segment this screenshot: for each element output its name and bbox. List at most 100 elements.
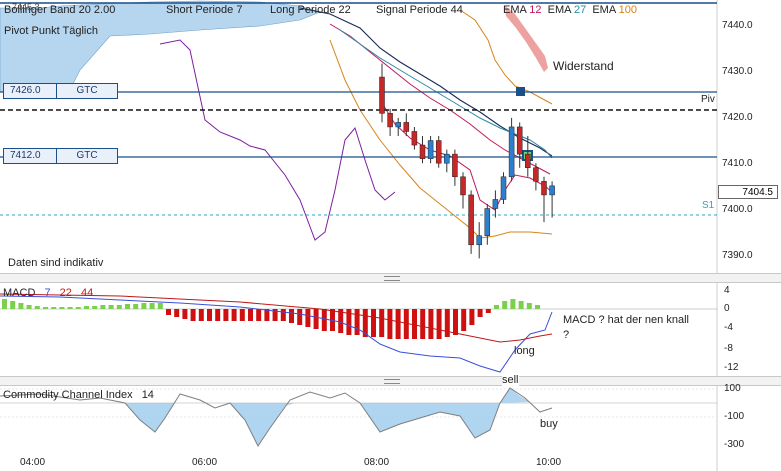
macd-hist-bar bbox=[231, 309, 237, 321]
signal-line bbox=[159, 39, 396, 241]
disclaimer-label: Daten sind indikativ bbox=[8, 257, 104, 269]
candle-body bbox=[427, 140, 434, 159]
long-label: long bbox=[514, 345, 535, 357]
order-tif-2[interactable]: GTC bbox=[76, 150, 98, 161]
macd-hist-bar bbox=[305, 309, 311, 327]
s1-label: S1 bbox=[702, 200, 715, 211]
panel-splitter-2[interactable] bbox=[0, 376, 781, 386]
pivot-label: Pivot Punkt Täglich bbox=[4, 25, 98, 37]
resistance-band bbox=[505, 6, 548, 72]
macd-hist-bar bbox=[10, 301, 16, 309]
signal-periode-label: Signal Periode 44 bbox=[376, 4, 463, 17]
macd-tick-2: 0 bbox=[724, 303, 730, 314]
short-value: 7 bbox=[236, 4, 243, 16]
order-ticket-2[interactable]: 7412.0 GTC bbox=[3, 148, 118, 164]
macd-hist-bar bbox=[346, 309, 352, 335]
cci-tick-1: 100 bbox=[724, 383, 741, 394]
candle-body bbox=[541, 181, 547, 196]
macd-hist-bar bbox=[141, 303, 147, 309]
macd-hist-bar bbox=[75, 307, 81, 309]
macd-hist-bar bbox=[289, 309, 294, 323]
cci-line bbox=[0, 387, 553, 447]
macd-hist-bar bbox=[108, 305, 114, 309]
macd-note: MACD ? hat der nen knall ? bbox=[563, 314, 689, 341]
ema-labels: EMA 12 EMA 27 EMA 100 bbox=[503, 4, 637, 17]
price-tick-4: 7410.0 bbox=[722, 158, 753, 169]
current-price-badge: 7404.5 bbox=[718, 185, 778, 199]
macd-hist-bar bbox=[59, 307, 65, 309]
candle-body bbox=[379, 76, 385, 114]
macd-hist-bar bbox=[264, 309, 270, 321]
macd-hist-bar bbox=[485, 309, 491, 313]
candle-body bbox=[403, 122, 410, 132]
ema-name-3: EMA bbox=[592, 4, 616, 16]
cci-name: Commodity Channel Index bbox=[3, 389, 133, 401]
macd-hist-bar bbox=[321, 309, 327, 331]
macd-hist-bar bbox=[174, 309, 180, 317]
macd-hist-bar bbox=[297, 309, 303, 325]
candle-body bbox=[525, 153, 531, 168]
price-tick-3: 7420.0 bbox=[722, 112, 753, 123]
candle-body bbox=[419, 144, 426, 159]
macd-hist-bar bbox=[510, 299, 516, 309]
macd-hist-bar bbox=[149, 303, 155, 309]
ema-value-3: 100 bbox=[618, 4, 637, 16]
price-panel-bg bbox=[0, 0, 717, 272]
macd-hist-bar bbox=[436, 309, 442, 339]
price-tick-1: 7440.0 bbox=[722, 20, 753, 31]
macd-hist-bar bbox=[190, 309, 196, 321]
candles-group bbox=[379, 63, 555, 259]
macd-hist-bar bbox=[453, 309, 458, 335]
order-tif-1[interactable]: GTC bbox=[76, 85, 98, 96]
macd-tick-3: -4 bbox=[724, 322, 733, 333]
splitter-grip-icon[interactable] bbox=[384, 276, 400, 281]
macd-hist-bar bbox=[256, 309, 262, 321]
order-ticket-1[interactable]: 7426.0 GTC bbox=[3, 83, 118, 99]
candle-body bbox=[533, 167, 539, 182]
long-periode-label: Long Periode 22 bbox=[270, 4, 351, 17]
order-price-2: 7412.0 bbox=[4, 149, 57, 163]
widerstand-label: Widerstand bbox=[553, 59, 614, 73]
price-tick-2: 7430.0 bbox=[722, 66, 753, 77]
macd-hist-bar bbox=[354, 309, 360, 335]
order-marker[interactable] bbox=[516, 87, 525, 96]
macd-hist-bar bbox=[100, 305, 106, 309]
macd-hist-bar bbox=[67, 307, 73, 309]
macd-tick-4: -8 bbox=[724, 343, 733, 354]
macd-hist-bar bbox=[428, 309, 434, 339]
macd-name: MACD bbox=[3, 287, 36, 299]
macd-signal-line bbox=[0, 293, 553, 343]
macd-hist-bar bbox=[125, 304, 130, 309]
time-tick-4: 10:00 bbox=[536, 457, 562, 468]
macd-hist-bar bbox=[182, 309, 188, 319]
candle-body bbox=[468, 194, 474, 246]
macd-hist-bar bbox=[412, 309, 417, 339]
macd-label: MACD 7 22 44 bbox=[3, 287, 93, 300]
cloud-area bbox=[0, 0, 321, 93]
splitter-grip-icon-2[interactable] bbox=[384, 379, 400, 384]
macd-hist-bar bbox=[92, 306, 98, 309]
bollinger-lower bbox=[329, 39, 553, 239]
macd-hist-bar bbox=[387, 309, 393, 339]
macd-hist-bar bbox=[223, 309, 229, 321]
macd-hist-bar bbox=[403, 309, 409, 339]
cci-tick-2: -100 bbox=[724, 411, 745, 422]
long-name: Long Periode bbox=[270, 4, 336, 16]
ema-name-2: EMA bbox=[547, 4, 571, 16]
macd-hist-bar bbox=[239, 309, 245, 321]
candle-body bbox=[484, 208, 491, 236]
macd-hist-bar bbox=[477, 309, 483, 317]
candle-body bbox=[444, 153, 450, 164]
macd-tick-1: 4 bbox=[724, 285, 730, 296]
macd-hist-bar bbox=[272, 309, 278, 321]
panel-splitter-1[interactable] bbox=[0, 273, 781, 283]
short-line bbox=[379, 99, 553, 211]
candle-body bbox=[476, 235, 482, 246]
signal-value: 44 bbox=[450, 4, 463, 16]
cci-label: Commodity Channel Index 14 bbox=[3, 389, 154, 402]
short-name: Short Periode bbox=[166, 4, 234, 16]
buy-label: buy bbox=[540, 418, 558, 430]
macd-hist-bar bbox=[461, 309, 467, 331]
